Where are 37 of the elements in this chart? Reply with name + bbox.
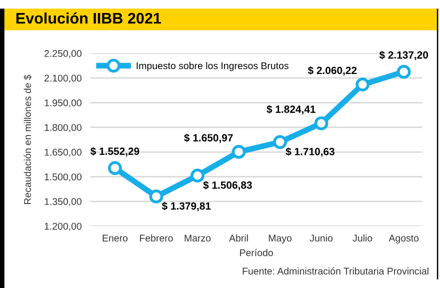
y-tick-label: 1.200,00 [44,222,82,231]
data-label: $ 1.506,83 [203,180,252,190]
data-label: $ 1.650,97 [184,134,233,143]
x-tick-label: Mayo [268,234,292,244]
point [356,78,370,92]
data-label: $ 1.824,41 [266,105,316,114]
x-tick-label: Marzo [184,234,211,242]
point [149,190,164,204]
data-label: $ 1.379,81 [162,202,211,212]
y-tick-label: 2.250,00 [44,50,82,58]
y-tick-label: 1.800,00 [44,124,82,132]
data-label: $ 1.710,63 [286,147,334,157]
y-axis-title: Recaudación en millones de $ [24,74,32,204]
data-label: $ 1.552,29 [90,147,140,156]
y-tick-label: 1.350,00 [44,198,82,206]
data-label: $ 2.060,22 [308,66,357,76]
point [190,168,204,183]
chart-title: Evolución IIBB 2021 [16,12,162,24]
y-tick-label: 2.100,00 [44,74,82,83]
y-tick-label: 1.500,00 [44,173,82,182]
x-tick-label: Julio [352,234,372,242]
point [108,161,122,176]
y-tick-label: 1.650,00 [44,148,82,157]
point [232,144,246,159]
y-tick-label: 1.950,00 [44,99,82,108]
point [396,64,411,79]
x-axis-title: Período [240,248,273,256]
data-label: $ 2.137,20 [379,50,428,60]
x-tick-label: Enero [102,234,128,242]
point [314,116,328,130]
legend-label: Impuesto sobre los Ingresos Brutos [136,62,288,72]
source-note: Fuente: Administración Tributaria Provincial [242,267,428,275]
x-tick-label: Agosto [388,234,419,244]
point [273,135,287,149]
x-tick-label: Febrero [140,234,173,242]
x-tick-label: Abril [229,234,248,242]
x-tick-label: Junio [310,234,333,242]
